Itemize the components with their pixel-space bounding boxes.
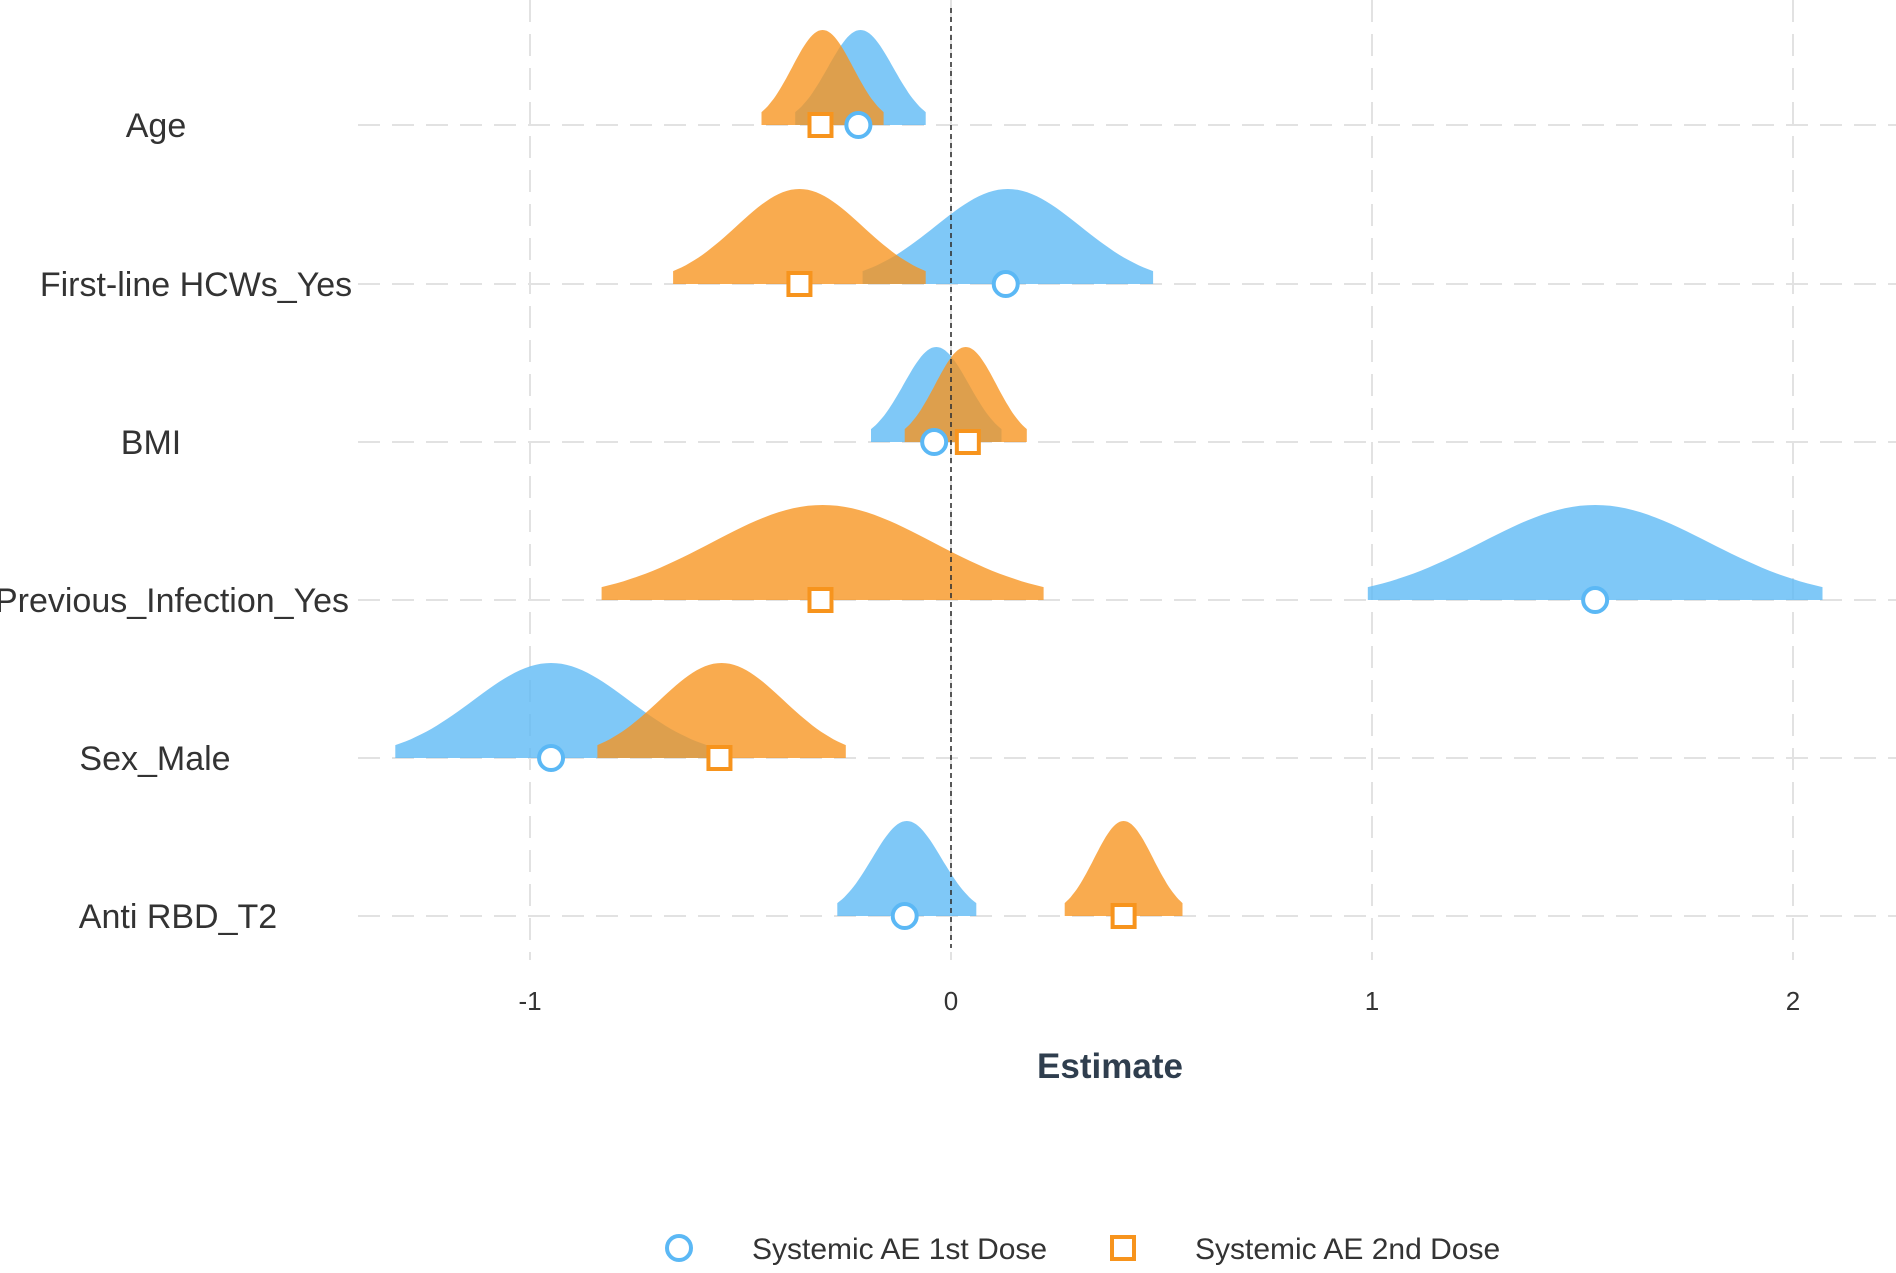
legend-label: Systemic AE 2nd Dose (1195, 1233, 1500, 1266)
density-ridge-dose2 (1064, 821, 1183, 916)
estimate-point-dose2 (807, 587, 834, 613)
density-ridge-dose1 (862, 189, 1154, 284)
estimate-point-dose2 (786, 271, 813, 297)
legend-square-marker (1110, 1235, 1136, 1261)
legend-item-dose1: Systemic AE 1st Dose (665, 1233, 1047, 1266)
legend-item-dose2: Systemic AE 2nd Dose (1110, 1233, 1500, 1266)
x-axis-ticks: -1 0 1 2 (518, 986, 1800, 1016)
density-ridge-dose2 (673, 189, 926, 284)
density-ridge-dose2 (761, 30, 884, 125)
estimate-point-dose2 (706, 745, 733, 771)
x-axis-title: Estimate (1037, 1047, 1183, 1086)
estimate-point-dose1 (537, 744, 566, 772)
density-ridge-dose1 (1367, 505, 1823, 600)
density-ridge-dose1 (837, 821, 977, 916)
estimate-point-dose1 (890, 902, 919, 930)
y-axis-label: BMI (121, 424, 181, 462)
y-axis-label: Anti RBD_T2 (79, 898, 277, 936)
density-ridge-dose2 (904, 347, 1027, 442)
y-axis-label: Sex_Male (79, 740, 230, 778)
estimate-point-dose1 (1581, 586, 1610, 614)
estimate-point-dose2 (954, 429, 981, 455)
y-axis-label: Previous_Infection_Yes (0, 582, 349, 620)
y-axis-label: First-line HCWs_Yes (40, 266, 352, 304)
grid-lines (358, 0, 1896, 960)
estimate-point-dose2 (807, 112, 834, 138)
x-tick-label: -1 (518, 986, 541, 1016)
legend: Systemic AE 1st Dose Systemic AE 2nd Dose (665, 1233, 1500, 1266)
legend-label: Systemic AE 1st Dose (752, 1233, 1047, 1266)
density-ridge-dose2 (601, 505, 1044, 600)
density-ridge-dose2 (597, 663, 846, 758)
x-tick-label: 2 (1786, 986, 1800, 1016)
y-axis-labels: Age First-line HCWs_Yes BMI Previous_Infect… (0, 107, 352, 936)
estimate-point-dose2 (1110, 903, 1137, 929)
estimate-markers (537, 111, 1610, 930)
legend-circle-marker (665, 1234, 693, 1262)
density-ridges (395, 30, 1823, 916)
estimate-point-dose1 (920, 428, 949, 456)
estimate-point-dose1 (844, 111, 873, 139)
x-tick-label: 0 (944, 986, 958, 1016)
estimate-point-dose1 (991, 270, 1020, 298)
x-tick-label: 1 (1365, 986, 1379, 1016)
y-axis-label: Age (126, 107, 187, 145)
